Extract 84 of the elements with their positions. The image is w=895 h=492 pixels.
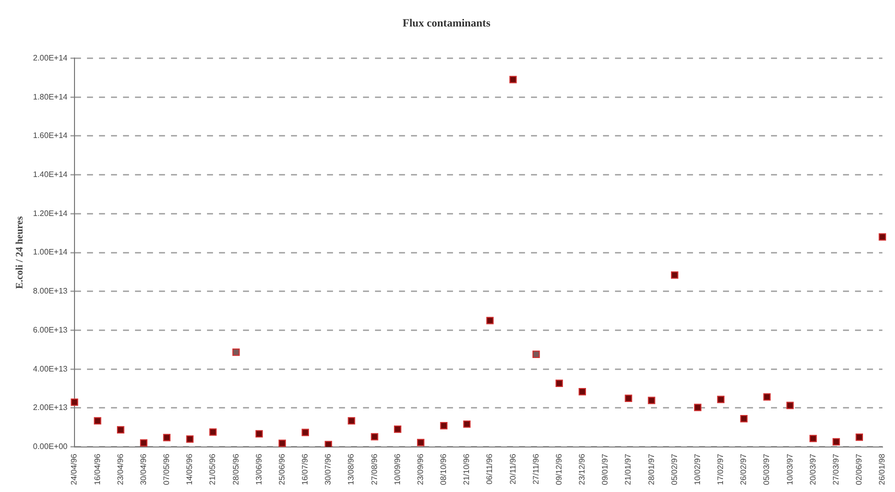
x-tick-label: 20/11/96	[508, 453, 518, 484]
x-tick-label: 26/01/98	[878, 453, 887, 485]
x-tick-label: 23/09/96	[416, 453, 425, 485]
y-tick-label: 1.80E+14	[32, 92, 68, 102]
x-tick-label: 21/05/96	[208, 453, 218, 485]
point	[856, 433, 863, 441]
chart-title: Flux contaminants	[402, 17, 492, 30]
x-tick-label: 23/04/96	[116, 453, 125, 485]
point	[670, 271, 678, 279]
point	[394, 425, 402, 433]
x-tick-label: 13/08/96	[346, 453, 356, 485]
x-tick-label: 21/01/97	[624, 453, 633, 485]
x-tick-label: 27/03/97	[831, 453, 840, 485]
point	[163, 434, 170, 442]
x-tick-label: 26/02/97	[739, 453, 748, 485]
point	[556, 380, 563, 387]
x-tick-label: 30/04/96	[138, 453, 148, 485]
y-tick-label: 4.00E+13	[32, 364, 68, 374]
point	[348, 417, 356, 424]
point	[624, 394, 632, 402]
point	[94, 417, 102, 424]
point	[486, 316, 494, 324]
x-tick-label: 08/10/96	[439, 453, 448, 485]
y-tick-label: 1.00E+14	[32, 248, 68, 257]
point	[740, 415, 748, 422]
point	[70, 398, 78, 406]
point	[648, 396, 656, 404]
point	[532, 350, 540, 358]
x-tick-label: 16/07/96	[300, 453, 310, 485]
x-tick-label: 14/05/96	[185, 453, 194, 485]
x-tick-label: 28/05/96	[231, 453, 240, 485]
x-tick-label: 24/04/96	[70, 453, 79, 485]
x-tick-label: 27/08/96	[370, 453, 379, 485]
y-tick-label: 2.00E+14	[32, 53, 68, 62]
point	[440, 422, 448, 430]
x-tick-label: 23/12/96	[578, 453, 587, 485]
point	[578, 388, 586, 396]
y-tick-label: 6.00E+13	[32, 325, 68, 334]
point	[186, 435, 194, 443]
x-tick-label: 10/09/96	[392, 453, 402, 485]
x-tick-label: 16/04/96	[92, 453, 102, 485]
point	[324, 440, 332, 447]
point	[232, 348, 240, 356]
point	[809, 434, 817, 442]
point	[786, 402, 794, 410]
x-tick-label: 07/05/96	[162, 453, 172, 485]
x-tick-label: 09/01/97	[600, 453, 610, 485]
point	[417, 438, 424, 446]
point	[140, 439, 148, 447]
x-tick-label: 05/03/97	[762, 453, 772, 485]
x-tick-label: 21/10/96	[462, 453, 472, 485]
y-tick-label: 1.20E+14	[32, 208, 68, 218]
x-tick-label: 10/02/97	[692, 453, 702, 485]
y-tick-label: 1.60E+14	[32, 131, 68, 140]
x-tick-label: 06/11/96	[485, 453, 494, 484]
x-tick-label: 25/06/96	[277, 453, 286, 485]
x-tick-label: 02/06/97	[854, 453, 864, 485]
y-axis-title: E.coli / 24 heures	[14, 216, 26, 289]
y-tick-label: 8.00E+13	[32, 286, 68, 296]
point	[509, 76, 517, 84]
x-tick-label: 10/03/97	[785, 453, 794, 485]
point	[463, 420, 471, 428]
x-tick-label: 13/06/96	[254, 453, 264, 485]
point	[717, 396, 724, 404]
point	[278, 440, 286, 447]
x-tick-label: 05/02/97	[670, 453, 679, 485]
x-tick-label: 27/11/96	[531, 453, 540, 484]
y-tick-label: 1.40E+14	[32, 170, 68, 179]
point	[832, 438, 840, 446]
x-tick-label: 28/01/97	[646, 453, 656, 485]
x-tick-label: 20/03/97	[808, 453, 818, 485]
point	[694, 404, 702, 412]
y-tick-label: 0.00E+00	[32, 442, 68, 452]
point	[302, 428, 309, 436]
x-tick-label: 17/02/97	[716, 453, 726, 485]
point	[255, 430, 263, 438]
point	[878, 233, 886, 241]
point	[116, 426, 124, 434]
y-tick-label: 2.00E+13	[32, 403, 68, 412]
point	[763, 393, 771, 401]
point	[370, 433, 378, 440]
point	[209, 428, 217, 436]
x-tick-label: 09/12/96	[554, 453, 564, 485]
x-tick-label: 30/07/96	[324, 453, 333, 485]
